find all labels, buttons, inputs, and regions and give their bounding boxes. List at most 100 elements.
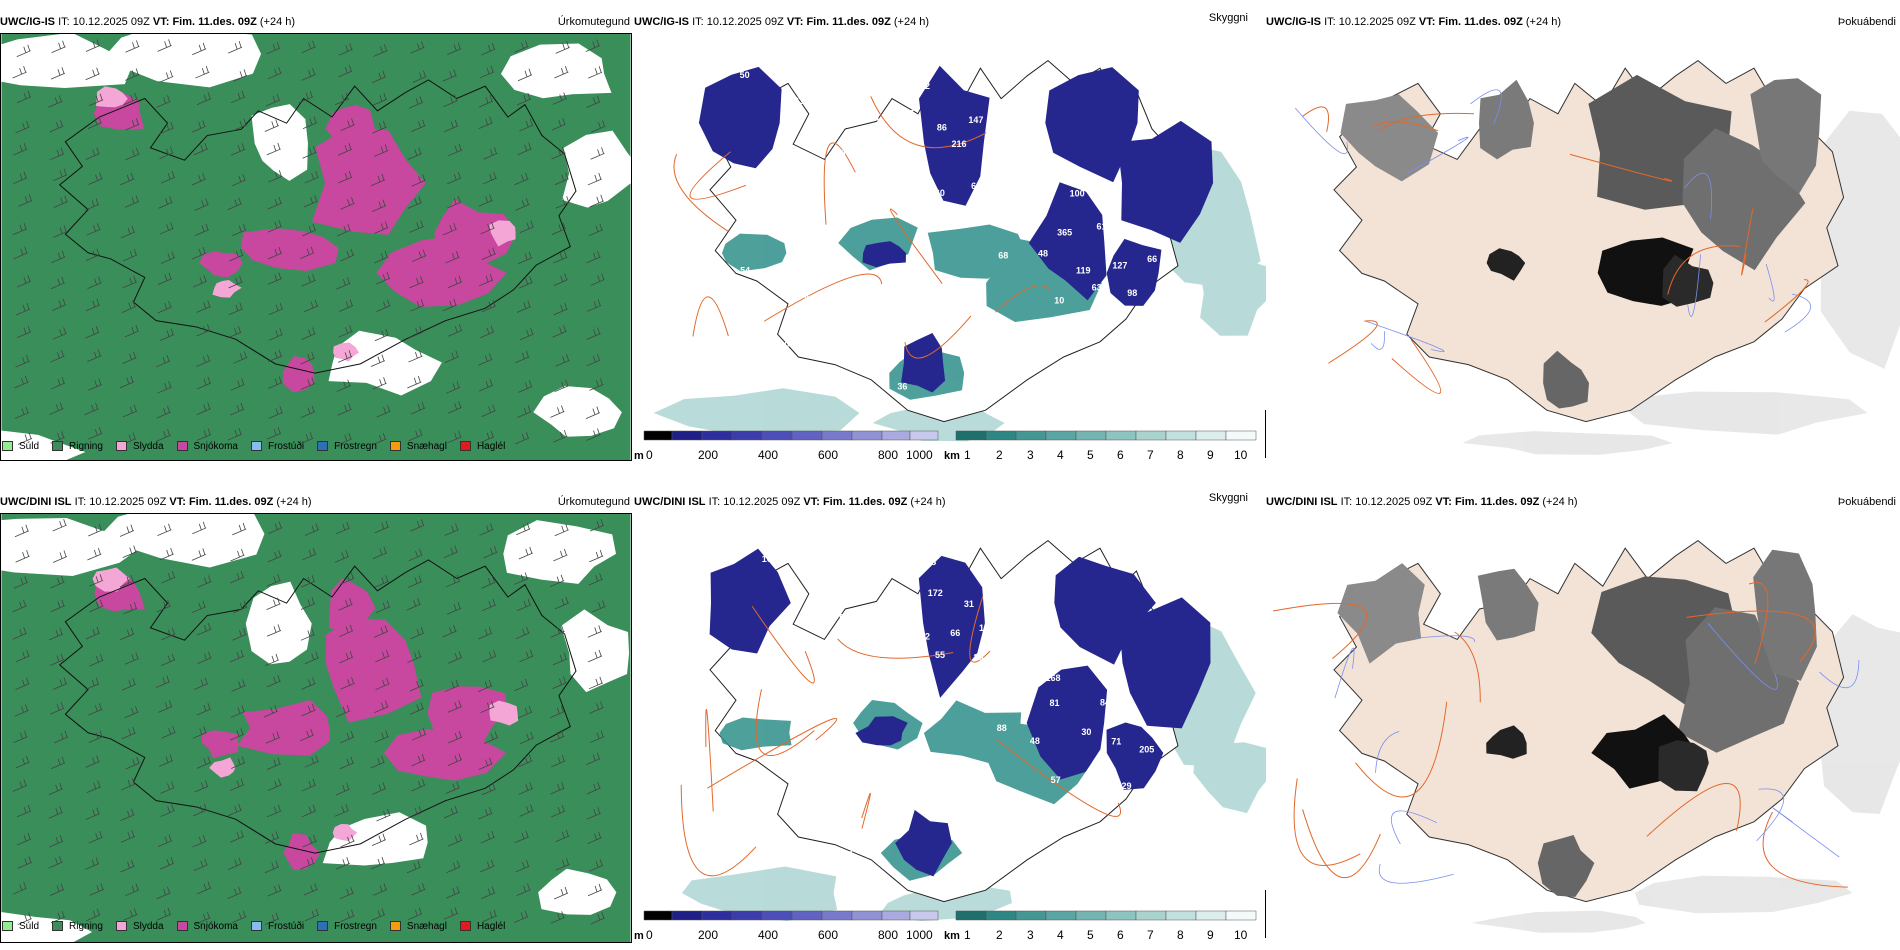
wind-barb — [299, 728, 314, 742]
wind-barb — [447, 700, 462, 713]
wind-barb — [375, 677, 390, 691]
wind-barb — [553, 652, 568, 666]
wind-barb — [483, 545, 498, 559]
wind-barb — [122, 275, 137, 289]
wind-barb — [406, 598, 421, 611]
cloud-base-labels: 50 63 44 63 61 68 10 82 31 187 71 58 60 42 48 63 36 31 32 3… — [732, 69, 1171, 391]
wind-barb — [120, 859, 135, 873]
wind-barb — [266, 624, 282, 637]
wind-barb — [372, 546, 388, 560]
scale-tick: 200 — [698, 448, 719, 462]
fog-index-area — [1337, 563, 1425, 664]
wind-barb — [518, 782, 533, 795]
wind-barb — [16, 275, 32, 288]
wind-barb — [479, 523, 494, 536]
wind-barb — [553, 430, 568, 443]
wind-barb — [12, 171, 28, 185]
vt-label: VT: — [786, 16, 804, 28]
cloud-base-value: 205 — [1139, 745, 1154, 755]
scale-tick: 200 — [698, 928, 719, 942]
wind-barb — [591, 600, 606, 613]
wind-barb — [86, 780, 101, 794]
precip-legend: Súld Rigning Slydda Snjókoma Frostúði Fr… — [2, 436, 518, 456]
wind-barb — [123, 248, 138, 262]
cloud-base-value: 48 — [1161, 292, 1171, 302]
legend-item: Frostregn — [317, 921, 377, 932]
wind-barb — [85, 626, 101, 640]
wind-barb — [52, 225, 68, 238]
cloud-base-colorbar — [643, 430, 939, 441]
sleet-area — [333, 342, 359, 362]
wind-barb — [371, 199, 387, 212]
road — [692, 296, 729, 337]
wind-barb — [340, 118, 355, 131]
road — [889, 208, 943, 284]
wind-barb — [227, 197, 242, 211]
wind-barb — [408, 349, 423, 363]
wind-barb — [443, 805, 459, 819]
fog-map — [1266, 513, 1900, 943]
wind-barb — [336, 379, 351, 392]
wind-barb — [13, 576, 28, 589]
wind-barb — [555, 41, 570, 54]
cloud-map: 95 85 79 59 83 88 57 210 80 107 83 64 55 59 48 50 46 57 63… — [634, 513, 1266, 931]
wind-barb — [412, 249, 427, 262]
wind-barb — [157, 300, 172, 314]
wind-barb — [50, 376, 66, 390]
wind-barb — [483, 731, 499, 744]
legend-item: Súld — [2, 921, 39, 932]
wind-barb — [555, 354, 570, 367]
cloud-base-value: 59 — [983, 695, 993, 705]
wind-barb — [88, 703, 103, 716]
snow-area — [241, 228, 339, 271]
wind-barb — [267, 66, 282, 80]
wind-barb — [232, 223, 247, 237]
wind-barb — [122, 545, 137, 558]
wind-barb — [48, 627, 64, 641]
wind-barb — [482, 649, 497, 663]
wind-barb — [481, 247, 496, 261]
cloud-base-value: 46 — [1148, 808, 1158, 818]
wind-barb — [550, 730, 565, 743]
wind-barb — [125, 756, 140, 770]
wind-barb — [15, 649, 30, 663]
wind-barb — [14, 524, 30, 538]
wind-barb — [121, 300, 136, 313]
wind-barb — [518, 380, 533, 393]
wind-barb — [123, 92, 138, 106]
cloud-base-value: 70 — [866, 850, 876, 860]
wind-barb — [157, 380, 172, 394]
wind-barb — [374, 730, 389, 743]
cloud-base-value: 365 — [1057, 228, 1072, 238]
road — [705, 708, 714, 812]
wind-barb — [232, 522, 247, 536]
wind-barb — [514, 572, 529, 585]
wind-barb — [88, 172, 103, 185]
wind-barb — [372, 121, 387, 134]
legend-item: Frostregn — [317, 441, 377, 452]
wind-barb — [48, 782, 63, 796]
wind-barb — [87, 378, 102, 391]
cloud-base-value: 80 — [1166, 837, 1176, 847]
scale-tick: 800 — [878, 928, 899, 942]
vt-value: Fim. 11.des. 09Z — [1454, 496, 1540, 508]
fog-zone — [1621, 391, 1868, 435]
legend-swatch — [115, 441, 127, 451]
wind-barb — [338, 170, 353, 184]
scale-tick: 3 — [1027, 448, 1034, 462]
dry-area — [101, 514, 265, 568]
wind-barb — [479, 65, 495, 79]
wind-barb — [268, 349, 283, 363]
wind-barb — [87, 276, 102, 290]
wind-barb — [301, 703, 316, 717]
fog-index-areas — [1337, 549, 1817, 897]
wind-barb — [339, 624, 354, 638]
cloud-base-value: 48 — [1030, 736, 1040, 746]
road — [904, 315, 972, 359]
wind-barb — [300, 351, 315, 365]
wind-barb — [447, 196, 462, 209]
wind-barb — [52, 677, 68, 690]
wind-barb — [123, 908, 138, 921]
cloud-base-value: 31 — [1152, 356, 1162, 366]
wind-barb — [192, 275, 208, 288]
